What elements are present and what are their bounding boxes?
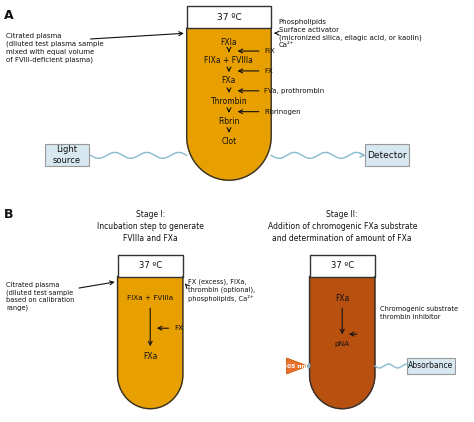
Text: pNA: pNA	[335, 341, 350, 347]
Text: Citrated plasma
(diluted test plasma sample
mixed with equal volume
of FVIII-def: Citrated plasma (diluted test plasma sam…	[6, 33, 104, 63]
Text: 405 nm: 405 nm	[283, 365, 308, 370]
FancyBboxPatch shape	[407, 358, 455, 374]
FancyBboxPatch shape	[365, 144, 410, 166]
FancyBboxPatch shape	[310, 255, 375, 276]
Text: Clot: Clot	[221, 137, 237, 146]
FancyBboxPatch shape	[45, 144, 89, 166]
Text: FIXa + FVIIIa: FIXa + FVIIIa	[204, 57, 254, 65]
Text: 37 ºC: 37 ºC	[331, 261, 354, 270]
Text: FXa: FXa	[335, 294, 349, 303]
Text: Thrombin: Thrombin	[210, 97, 247, 106]
Text: Citrated plasma
(diluted test sample
based on calibration
range): Citrated plasma (diluted test sample bas…	[6, 281, 74, 311]
Text: Fibrin: Fibrin	[218, 117, 240, 126]
Text: FVa, prothrombin: FVa, prothrombin	[264, 88, 325, 94]
Polygon shape	[310, 276, 375, 408]
Text: FX (excess), FIXa,
thrombin (optional),
phospholipids, Ca²⁺: FX (excess), FIXa, thrombin (optional), …	[188, 279, 255, 302]
Text: FX: FX	[174, 325, 183, 331]
Text: Stage II:
Addition of chromogenic FXa substrate
and determination of amount of F: Stage II: Addition of chromogenic FXa su…	[267, 210, 417, 243]
Text: Chromogenic substrate
thrombin inhibitor: Chromogenic substrate thrombin inhibitor	[380, 306, 458, 320]
Text: FIX: FIX	[264, 48, 275, 54]
Text: FX: FX	[264, 68, 273, 74]
Text: B: B	[4, 208, 14, 221]
FancyBboxPatch shape	[187, 6, 271, 28]
Text: Detector: Detector	[367, 151, 407, 160]
Text: A: A	[4, 9, 14, 22]
Text: 37 ºC: 37 ºC	[139, 261, 162, 270]
Text: Phospholipids
Surface activator
(micronized silica, ellagic acid, or kaolin)
Ca²: Phospholipids Surface activator (microni…	[279, 19, 421, 48]
Text: FXa: FXa	[222, 76, 236, 85]
Polygon shape	[187, 28, 271, 180]
Text: Light
source: Light source	[53, 145, 81, 165]
Text: 37 ºC: 37 ºC	[217, 13, 241, 22]
Text: Absorbance: Absorbance	[408, 362, 453, 371]
Text: FXIa: FXIa	[220, 38, 237, 46]
Text: Stage I:
Incubation step to generate
FVIIIa and FXa: Stage I: Incubation step to generate FVI…	[97, 210, 204, 243]
FancyBboxPatch shape	[118, 255, 183, 276]
Text: Fibrinogen: Fibrinogen	[264, 108, 301, 115]
Text: FXa: FXa	[143, 352, 157, 360]
Polygon shape	[118, 276, 183, 408]
Polygon shape	[287, 358, 308, 374]
Text: FIXa + FVIIIa: FIXa + FVIIIa	[127, 295, 173, 301]
